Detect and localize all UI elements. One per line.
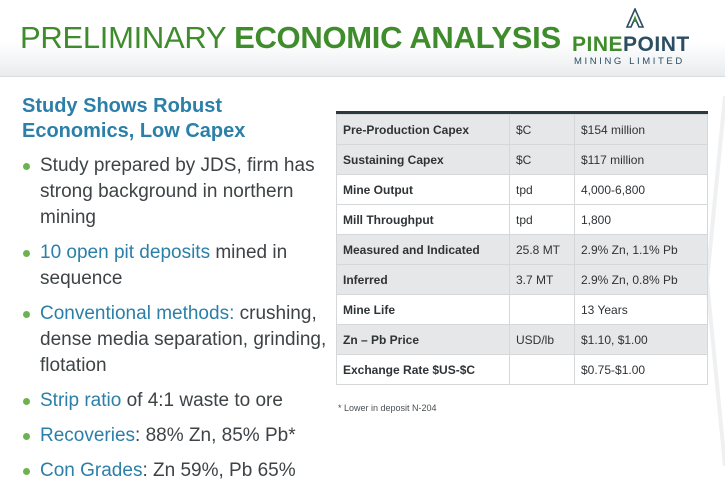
bullet-highlight: Recoveries bbox=[40, 425, 136, 446]
table-row: Mine Output tpd 4,000-6,800 bbox=[336, 174, 708, 205]
row-value: $1.10, $1.00 bbox=[574, 324, 708, 355]
bullet-dot-icon bbox=[23, 250, 30, 257]
row-unit: $C bbox=[509, 114, 575, 145]
row-value: $154 million bbox=[574, 114, 708, 145]
row-label: Exchange Rate $US-$C bbox=[336, 354, 510, 385]
table-row: Sustaining Capex $C $117 million bbox=[336, 144, 708, 175]
bullet-item: Study prepared by JDS, firm has strong b… bbox=[22, 153, 332, 231]
bullet-dot-icon bbox=[23, 468, 30, 475]
row-label: Pre-Production Capex bbox=[336, 114, 510, 145]
table-footnote: * Lower in deposit N-204 bbox=[338, 403, 437, 413]
row-label: Measured and Indicated bbox=[336, 234, 510, 265]
table-row: Zn – Pb Price USD/lb $1.10, $1.00 bbox=[336, 324, 708, 355]
row-unit: 25.8 MT bbox=[509, 234, 575, 265]
row-label: Sustaining Capex bbox=[336, 144, 510, 175]
row-unit: 3.7 MT bbox=[509, 264, 575, 295]
row-value: $0.75-$1.00 bbox=[574, 354, 708, 385]
bullet-text: Study prepared by JDS, firm has strong b… bbox=[40, 155, 315, 228]
economics-table: Pre-Production Capex $C $154 million Sus… bbox=[336, 114, 708, 385]
bullet-dot-icon bbox=[23, 311, 30, 318]
bullet-highlight: Strip ratio bbox=[40, 390, 122, 411]
row-value: 4,000-6,800 bbox=[574, 174, 708, 205]
row-unit: USD/lb bbox=[509, 324, 575, 355]
table-row: Measured and Indicated 25.8 MT 2.9% Zn, … bbox=[336, 234, 708, 265]
table-row: Exchange Rate $US-$C $0.75-$1.00 bbox=[336, 354, 708, 385]
row-label: Inferred bbox=[336, 264, 510, 295]
row-label: Mine Life bbox=[336, 294, 510, 325]
row-unit bbox=[509, 294, 575, 325]
row-value: 2.9% Zn, 0.8% Pb bbox=[574, 264, 708, 295]
pine-tree-icon bbox=[625, 8, 645, 28]
decorative-lines bbox=[705, 95, 725, 467]
row-value: 13 Years bbox=[574, 294, 708, 325]
bullet-list: Study prepared by JDS, firm has strong b… bbox=[22, 153, 332, 493]
bullet-item: 10 open pit deposits mined in sequence bbox=[22, 240, 332, 292]
bullet-text: of 4:1 waste to ore bbox=[121, 390, 283, 411]
bullet-text: crushing, dense media separation, grindi… bbox=[40, 303, 327, 376]
row-label: Mine Output bbox=[336, 174, 510, 205]
bullet-highlight: Conventional methods: bbox=[40, 303, 235, 324]
row-label: Zn – Pb Price bbox=[336, 324, 510, 355]
row-value: 1,800 bbox=[574, 204, 708, 235]
row-unit: tpd bbox=[509, 204, 575, 235]
section-subtitle: Study Shows Robust Economics, Low Capex bbox=[22, 95, 246, 142]
table-row: Mine Life 13 Years bbox=[336, 294, 708, 325]
bullet-item: Con Grades: Zn 59%, Pb 65% bbox=[22, 458, 332, 484]
company-logo: PINEPOINT MINING LIMITED bbox=[572, 8, 697, 67]
bullet-dot-icon bbox=[23, 433, 30, 440]
logo-wordmark: PINEPOINT bbox=[572, 33, 690, 57]
logo-pine: PINE bbox=[572, 33, 624, 56]
logo-subtitle: MINING LIMITED bbox=[574, 56, 685, 67]
row-value: $117 million bbox=[574, 144, 708, 175]
bullet-item: Recoveries: 88% Zn, 85% Pb* bbox=[22, 423, 332, 449]
table-row: Inferred 3.7 MT 2.9% Zn, 0.8% Pb bbox=[336, 264, 708, 295]
row-unit: tpd bbox=[509, 174, 575, 205]
slide-header: PRELIMINARY ECONOMIC ANALYSIS PINEPOINT … bbox=[0, 0, 725, 77]
title-bold: ECONOMIC ANALYSIS bbox=[234, 20, 561, 55]
title-light: PRELIMINARY bbox=[20, 20, 226, 55]
logo-point: POINT bbox=[623, 33, 690, 56]
row-unit: $C bbox=[509, 144, 575, 175]
bullet-highlight: 10 open pit deposits bbox=[40, 242, 211, 263]
table-row: Mill Throughput tpd 1,800 bbox=[336, 204, 708, 235]
slide-title: PRELIMINARY ECONOMIC ANALYSIS bbox=[20, 20, 561, 56]
bullet-text: mined in sequence bbox=[40, 242, 288, 289]
row-label: Mill Throughput bbox=[336, 204, 510, 235]
row-unit bbox=[509, 354, 575, 385]
bullet-item: Strip ratio of 4:1 waste to ore bbox=[22, 388, 332, 414]
bullet-text: : Zn 59%, Pb 65% bbox=[142, 460, 296, 481]
bullet-text: : 88% Zn, 85% Pb* bbox=[135, 425, 296, 446]
bullet-highlight: Con Grades bbox=[40, 460, 143, 481]
table-top-border bbox=[336, 111, 708, 115]
bullet-item: Conventional methods: crushing, dense me… bbox=[22, 301, 332, 379]
table-row: Pre-Production Capex $C $154 million bbox=[336, 114, 708, 145]
bullet-dot-icon bbox=[23, 398, 30, 405]
bullet-dot-icon bbox=[23, 163, 30, 170]
row-value: 2.9% Zn, 1.1% Pb bbox=[574, 234, 708, 265]
